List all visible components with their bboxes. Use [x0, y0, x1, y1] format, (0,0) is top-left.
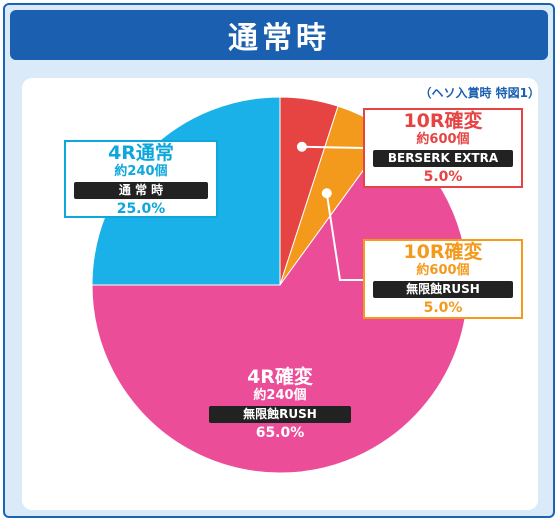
- slice-mode: 通 常 時: [74, 182, 208, 199]
- slice-percent: 5.0%: [423, 300, 463, 316]
- label-10r-berserk: 10R確変 約600個 BERSERK EXTRA 5.0%: [363, 108, 523, 188]
- slice-count: 約600個: [416, 263, 470, 278]
- slice-count: 約600個: [416, 132, 470, 147]
- slice-mode: 無限蝕RUSH: [373, 281, 513, 298]
- label-4r-normal: 4R通常 約240個 通 常 時 25.0%: [64, 140, 218, 218]
- slice-name: 10R確変: [403, 241, 483, 263]
- leader-10r-berserk-line: [301, 145, 364, 149]
- slice-name: 4R通常: [108, 142, 174, 164]
- title-bar: 通常時: [10, 10, 548, 60]
- slice-count: 約240個: [114, 164, 168, 179]
- pie-slice-2: [91, 132, 469, 474]
- slice-mode: BERSERK EXTRA: [373, 150, 513, 167]
- slice-name: 10R確変: [403, 110, 483, 132]
- label-10r-rush: 10R確変 約600個 無限蝕RUSH 5.0%: [363, 239, 523, 319]
- slice-mode: 無限蝕RUSH: [209, 406, 351, 423]
- slice-percent: 5.0%: [423, 169, 463, 185]
- leader-10r-rush-line: [325, 193, 363, 281]
- slice-percent: 65.0%: [255, 425, 305, 441]
- chart-subtitle: （ヘソ入賞時 特図1）: [419, 86, 540, 100]
- slice-count: 約240個: [253, 388, 307, 403]
- slice-name: 4R確変: [247, 366, 313, 388]
- slice-percent: 25.0%: [116, 201, 166, 217]
- label-4r-kakuhen: 4R確変 約240個 無限蝕RUSH 65.0%: [205, 366, 355, 444]
- page-title: 通常時: [228, 21, 330, 56]
